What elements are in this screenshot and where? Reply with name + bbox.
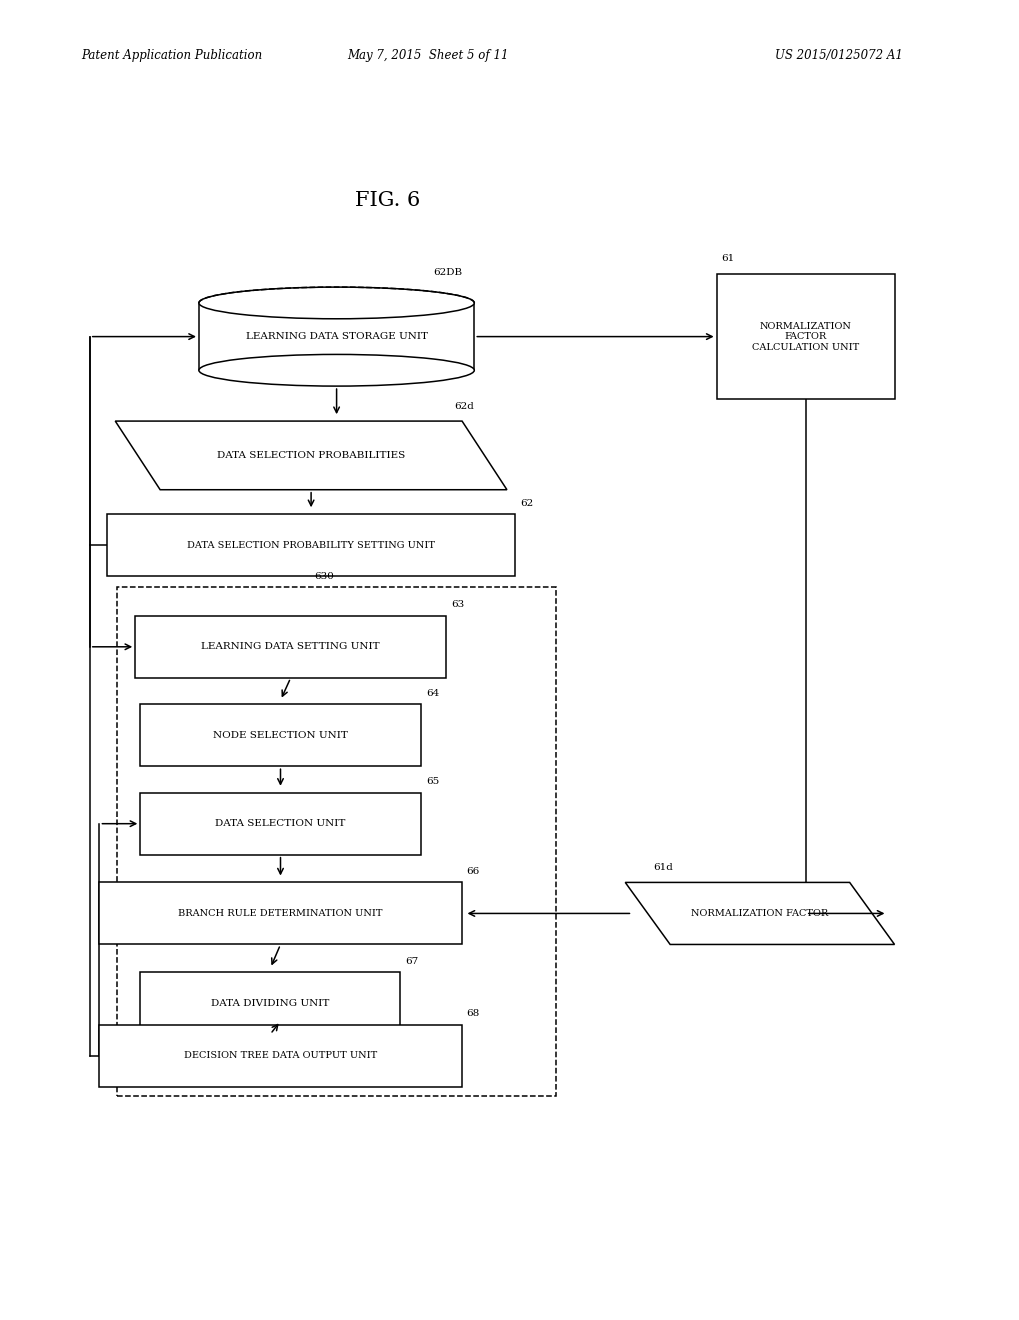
Text: DECISION TREE DATA OUTPUT UNIT: DECISION TREE DATA OUTPUT UNIT [183, 1052, 377, 1060]
Ellipse shape [199, 288, 474, 319]
FancyBboxPatch shape [141, 972, 400, 1035]
Text: 67: 67 [406, 957, 418, 966]
FancyBboxPatch shape [107, 513, 515, 576]
Ellipse shape [199, 354, 474, 385]
Text: 64: 64 [426, 689, 438, 697]
Text: 63: 63 [451, 601, 464, 610]
Text: May 7, 2015  Sheet 5 of 11: May 7, 2015 Sheet 5 of 11 [347, 49, 508, 62]
Polygon shape [115, 421, 506, 490]
Text: DATA DIVIDING UNIT: DATA DIVIDING UNIT [211, 999, 329, 1007]
Text: DATA SELECTION UNIT: DATA SELECTION UNIT [215, 820, 345, 828]
FancyBboxPatch shape [716, 275, 895, 399]
Text: 65: 65 [426, 777, 438, 785]
Text: US 2015/0125072 A1: US 2015/0125072 A1 [774, 49, 902, 62]
Text: 62d: 62d [453, 401, 473, 411]
Text: Patent Application Publication: Patent Application Publication [82, 49, 263, 62]
FancyBboxPatch shape [135, 615, 446, 678]
Text: 61: 61 [721, 255, 734, 263]
Text: DATA SELECTION PROBABILITIES: DATA SELECTION PROBABILITIES [217, 451, 405, 459]
FancyBboxPatch shape [199, 302, 474, 370]
Text: 66: 66 [467, 867, 479, 876]
Text: 630: 630 [314, 572, 334, 581]
Text: FIG. 6: FIG. 6 [355, 191, 420, 210]
FancyBboxPatch shape [141, 792, 421, 855]
Text: 68: 68 [467, 1010, 479, 1019]
Text: 61d: 61d [652, 863, 672, 871]
Text: BRANCH RULE DETERMINATION UNIT: BRANCH RULE DETERMINATION UNIT [178, 909, 382, 917]
Text: LEARNING DATA STORAGE UNIT: LEARNING DATA STORAGE UNIT [246, 333, 427, 341]
Text: 62DB: 62DB [433, 268, 463, 277]
Text: LEARNING DATA SETTING UNIT: LEARNING DATA SETTING UNIT [201, 643, 380, 651]
Text: DATA SELECTION PROBABILITY SETTING UNIT: DATA SELECTION PROBABILITY SETTING UNIT [186, 541, 435, 549]
Text: NODE SELECTION UNIT: NODE SELECTION UNIT [213, 731, 347, 739]
Polygon shape [625, 883, 894, 945]
Text: NORMALIZATION FACTOR: NORMALIZATION FACTOR [691, 909, 827, 917]
FancyBboxPatch shape [100, 1024, 462, 1088]
FancyBboxPatch shape [141, 705, 421, 766]
Text: 62: 62 [520, 499, 533, 508]
FancyBboxPatch shape [100, 883, 462, 945]
Text: NORMALIZATION
FACTOR
CALCULATION UNIT: NORMALIZATION FACTOR CALCULATION UNIT [751, 322, 859, 351]
